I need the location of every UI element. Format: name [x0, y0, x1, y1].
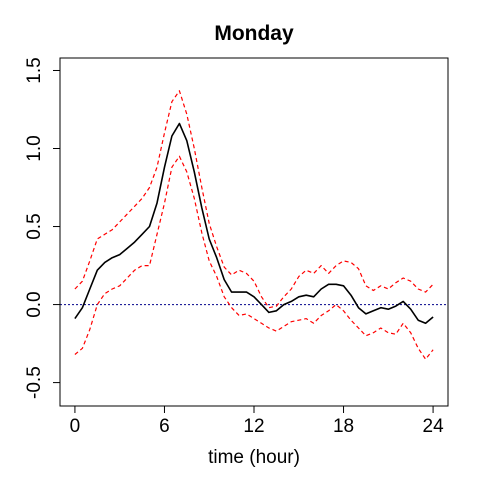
x-tick-label: 0 — [70, 416, 81, 437]
x-axis-label: time (hour) — [208, 447, 300, 468]
y-axis: -0.5 0.0 0.5 1.0 1.5 — [24, 57, 61, 399]
x-tick-label: 12 — [243, 416, 264, 437]
x-axis: 0 6 12 18 24 — [70, 405, 445, 437]
upper-band-line — [74, 90, 434, 309]
series-layer — [60, 90, 448, 360]
y-tick-label: 0.0 — [24, 291, 45, 317]
x-tick-label: 6 — [159, 416, 170, 437]
x-tick-label: 18 — [333, 416, 354, 437]
y-tick-label: 0.5 — [24, 213, 45, 239]
y-tick-label: 1.5 — [24, 57, 45, 83]
chart-title: Monday — [214, 22, 294, 45]
y-tick-label: 1.0 — [24, 135, 45, 161]
plot-frame — [59, 57, 449, 407]
estimate-line — [74, 122, 434, 325]
y-tick-label: -0.5 — [24, 366, 45, 399]
lower-band-line — [74, 155, 434, 360]
x-tick-label: 24 — [423, 416, 445, 437]
